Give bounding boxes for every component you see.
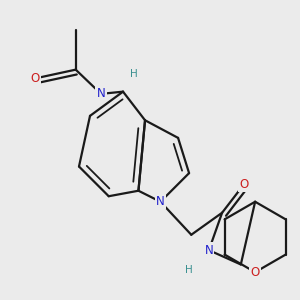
Text: H: H	[185, 265, 193, 275]
Text: N: N	[156, 195, 165, 208]
Text: H: H	[130, 69, 138, 79]
Text: N: N	[205, 244, 213, 257]
Text: O: O	[239, 178, 249, 190]
Text: N: N	[97, 87, 105, 101]
Text: O: O	[30, 72, 40, 85]
Text: O: O	[250, 266, 260, 279]
